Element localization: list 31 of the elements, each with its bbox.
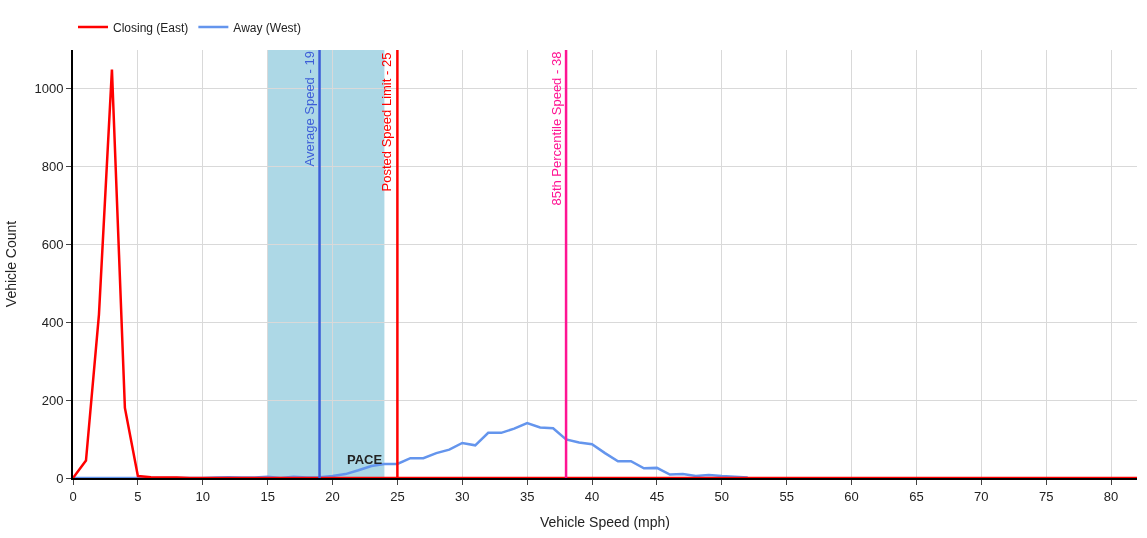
- ref-line-label: Posted Speed Limit - 25: [379, 52, 395, 192]
- ref-line-label: 85th Percentile Speed - 38: [548, 51, 564, 206]
- x-tick-label: 65: [909, 488, 924, 504]
- y-tick-label: 400: [41, 314, 64, 330]
- x-tick-label: 75: [1038, 488, 1054, 504]
- x-tick-label: 70: [974, 488, 989, 504]
- x-tick-label: 5: [134, 488, 142, 504]
- x-tick-label: 80: [1103, 488, 1119, 504]
- x-tick-label: 40: [584, 488, 600, 504]
- band-label: PACE: [347, 452, 383, 467]
- x-tick-label: 60: [844, 488, 859, 504]
- y-tick-label: 200: [41, 392, 64, 408]
- x-axis-title: Vehicle Speed (mph): [540, 514, 670, 531]
- ref-line-label: Average Speed - 19: [301, 51, 317, 167]
- x-tick-label: 0: [69, 488, 77, 504]
- x-tick-label: 10: [195, 488, 210, 504]
- legend-label: Closing (East): [113, 20, 189, 35]
- legend-label: Away (West): [233, 20, 301, 35]
- x-tick-label: 55: [779, 488, 794, 504]
- y-tick-label: 0: [56, 470, 64, 486]
- x-tick-label: 20: [325, 488, 340, 504]
- x-tick-label: 45: [649, 488, 665, 504]
- x-tick-label: 25: [390, 488, 405, 504]
- x-tick-label: 35: [519, 488, 535, 504]
- y-tick-label: 1000: [34, 81, 64, 97]
- x-tick-label: 30: [455, 488, 470, 504]
- x-tick-label: 50: [714, 488, 730, 504]
- x-tick-label: 15: [260, 488, 275, 504]
- y-axis-title: Vehicle Count: [2, 220, 19, 308]
- y-tick-label: 800: [41, 159, 64, 175]
- y-tick-label: 600: [41, 237, 64, 253]
